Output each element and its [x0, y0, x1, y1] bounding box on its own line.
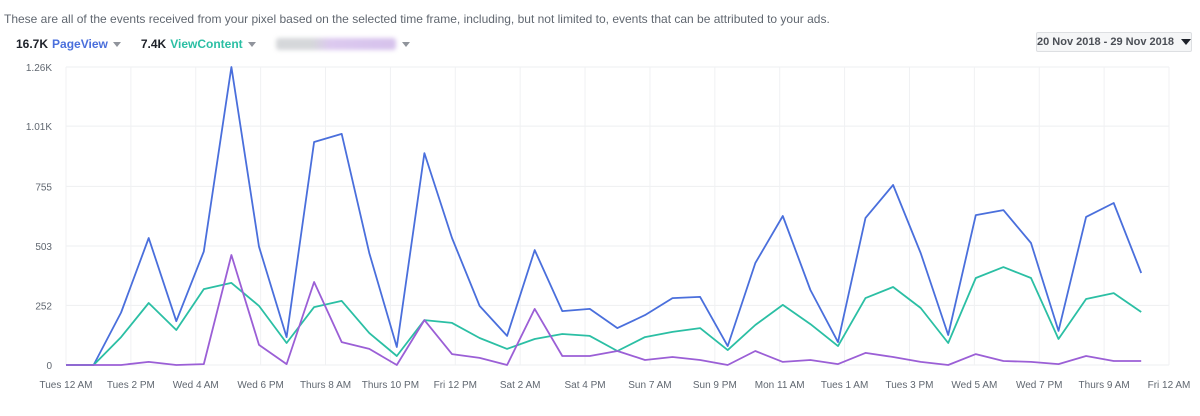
y-tick-label: 252	[35, 301, 52, 312]
legend-label: PageView	[52, 37, 108, 51]
x-tick-label: Sat 2 AM	[500, 380, 541, 391]
x-tick-label: Sun 9 PM	[693, 380, 737, 391]
x-tick-label: Tues 2 PM	[107, 380, 155, 391]
x-tick-label: Tues 1 AM	[821, 380, 868, 391]
legend-count: 16.7K	[16, 37, 49, 51]
legend-count: 7.4K	[140, 37, 167, 51]
caret-down-icon	[1180, 39, 1191, 45]
series-line-2	[66, 254, 1142, 366]
series-line-0	[66, 66, 1143, 366]
x-tick-label: Fri 12 AM	[1148, 380, 1191, 391]
x-tick-label: Wed 6 PM	[237, 380, 284, 391]
y-tick-label: 0	[46, 361, 52, 372]
y-tick-label: 755	[35, 182, 52, 193]
x-tick-label: Sat 4 PM	[564, 380, 605, 391]
x-tick-label: Thurs 9 AM	[1079, 380, 1130, 391]
redacted-label	[275, 38, 396, 50]
chart-description: These are all of the events received fro…	[4, 12, 830, 26]
legend-item-viewcontent[interactable]: 7.4K ViewContent	[141, 37, 256, 51]
y-tick-label: 1.26K	[26, 63, 52, 74]
x-tick-label: Mon 11 AM	[755, 380, 805, 391]
chevron-down-icon	[247, 41, 256, 47]
date-range-button[interactable]: 20 Nov 2018 - 29 Nov 2018	[1036, 32, 1192, 52]
x-tick-label: Thurs 8 AM	[300, 380, 351, 391]
x-tick-label: Tues 3 PM	[885, 380, 933, 391]
x-tick-label: Fri 12 PM	[434, 380, 477, 391]
event-legend: 16.7K PageView 7.4K ViewContent	[16, 36, 430, 52]
series-line-1	[66, 266, 1142, 366]
x-tick-label: Wed 4 AM	[173, 380, 219, 391]
x-tick-label: Sun 7 AM	[628, 380, 671, 391]
x-tick-label: Wed 5 AM	[951, 380, 997, 391]
x-tick-label: Wed 7 PM	[1016, 380, 1063, 391]
legend-item-redacted[interactable]	[275, 38, 410, 50]
x-tick-label: Tues 12 AM	[40, 380, 93, 391]
legend-label: ViewContent	[170, 37, 243, 51]
x-tick-label: Thurs 10 PM	[362, 380, 419, 391]
legend-item-pageview[interactable]: 16.7K PageView	[16, 37, 121, 51]
y-tick-label: 503	[35, 242, 52, 253]
y-tick-label: 1.01K	[26, 122, 52, 133]
date-range-label: 20 Nov 2018 - 29 Nov 2018	[1037, 36, 1174, 48]
chevron-down-icon	[112, 41, 121, 47]
chevron-down-icon	[401, 41, 410, 47]
